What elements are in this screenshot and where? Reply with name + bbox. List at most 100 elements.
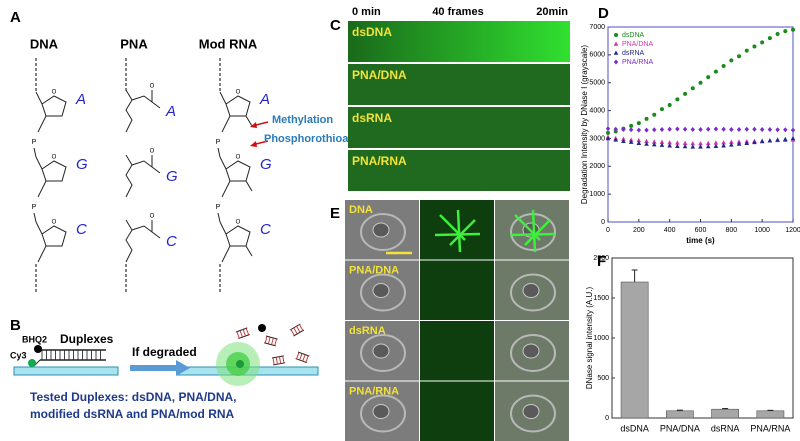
y-tick-label: 1500 (593, 295, 609, 302)
fragment-strand (238, 334, 250, 340)
bond (35, 221, 43, 235)
marker (667, 103, 672, 107)
marker (736, 139, 742, 144)
atom: P (216, 204, 221, 211)
base-letter: A (259, 91, 270, 108)
legend-label: PNA/RNA (622, 59, 653, 66)
y-tick-label: 0 (605, 415, 609, 422)
marker (659, 107, 664, 112)
panel-label: A (10, 9, 21, 26)
panel-label: E (330, 205, 340, 222)
quencher-label: BHQ2 (22, 334, 47, 344)
base-letter: A (165, 103, 176, 120)
atom: O (52, 90, 57, 96)
column-title: PNA (120, 36, 148, 51)
time-header: 0 min (352, 6, 381, 18)
base-letter: A (75, 91, 86, 108)
marker (636, 127, 642, 133)
x-tick-label: 200 (633, 227, 645, 234)
panel-c: C 0 min 40 frames 20min dsDNA PNA/DNA dsRNA PNA… (330, 6, 570, 191)
fragment (271, 355, 286, 366)
marker (775, 31, 780, 36)
y-tick-label: 1000 (589, 191, 605, 198)
marker (775, 127, 780, 133)
atom: O (150, 149, 155, 155)
y-tick-label: 6000 (589, 52, 605, 59)
marker (721, 126, 726, 132)
marker (783, 127, 788, 133)
marker (729, 139, 734, 144)
atom: O (236, 155, 241, 161)
marker (667, 140, 672, 145)
x-tick-label: dsDNA (620, 423, 649, 433)
fragment-rung (236, 331, 240, 339)
pna-backbone (125, 219, 133, 263)
atom: O (52, 220, 57, 226)
base-letter: C (260, 221, 271, 238)
bond (37, 115, 47, 133)
marker (713, 69, 718, 74)
row-label: dsRNA (352, 111, 392, 125)
marker (729, 142, 734, 147)
x-tick-label: PNA/DNA (660, 423, 700, 433)
atom: O (150, 214, 155, 220)
marker (690, 140, 696, 146)
column-title: Mod RNA (199, 36, 258, 51)
marker (721, 143, 726, 148)
row-label: PNA/RNA (349, 385, 399, 397)
row-label: DNA (349, 204, 373, 216)
marker (644, 138, 649, 144)
panel-f: F DNase signal intensity (A.U.) 0 500 1000 15… (585, 253, 794, 433)
marker (644, 127, 649, 133)
time-header: 40 frames (432, 6, 483, 18)
fragment-rung (271, 337, 274, 345)
marker (644, 141, 649, 146)
bond (219, 156, 227, 170)
y-tick-label: 4000 (589, 107, 605, 114)
marker (621, 127, 626, 133)
marker (713, 140, 719, 145)
bar (711, 408, 739, 419)
marker (621, 138, 626, 144)
marker (682, 144, 688, 149)
kymograph (348, 21, 570, 62)
y-axis-title: DNase signal intensity (A.U.) (585, 287, 594, 390)
marker (759, 127, 765, 133)
dye (236, 360, 244, 368)
marker (605, 126, 611, 132)
panel-a: A DNA O A P O G P O C PNA O A O G O C Mod RNA O A P O G P O C Meth… (10, 9, 369, 292)
marker (682, 126, 688, 132)
bond (221, 115, 231, 133)
y-tick-label: 0 (601, 219, 605, 226)
legend-marker (614, 33, 618, 37)
bar (620, 281, 649, 419)
micrograph (420, 321, 494, 381)
base-letter: G (76, 156, 88, 173)
methyl-bond (245, 180, 253, 192)
atom: P (32, 204, 37, 211)
fragment (264, 335, 278, 347)
sugar-ring (41, 95, 67, 117)
marker (721, 64, 726, 68)
marker (713, 126, 719, 132)
legend-marker (613, 41, 619, 46)
pna-backbone (125, 154, 133, 198)
atom: O (52, 155, 57, 161)
panel-label: F (597, 253, 606, 270)
y-axis-title: Degradation Intensity by DNase I (graysc… (580, 45, 589, 205)
fluorescence (531, 209, 537, 253)
marker (790, 135, 796, 141)
nucleus (372, 283, 390, 298)
atom: O (150, 84, 155, 90)
fragment-rung (296, 352, 300, 360)
cell-outline (510, 273, 556, 312)
atom: O (236, 220, 241, 226)
marker (744, 48, 749, 53)
x-axis-title: time (s) (686, 236, 715, 245)
arrow-label: If degraded (132, 345, 197, 359)
fragment-strand (235, 327, 248, 333)
fragment-rung (302, 354, 306, 362)
fragment-rung (272, 357, 275, 365)
marker (667, 126, 672, 132)
